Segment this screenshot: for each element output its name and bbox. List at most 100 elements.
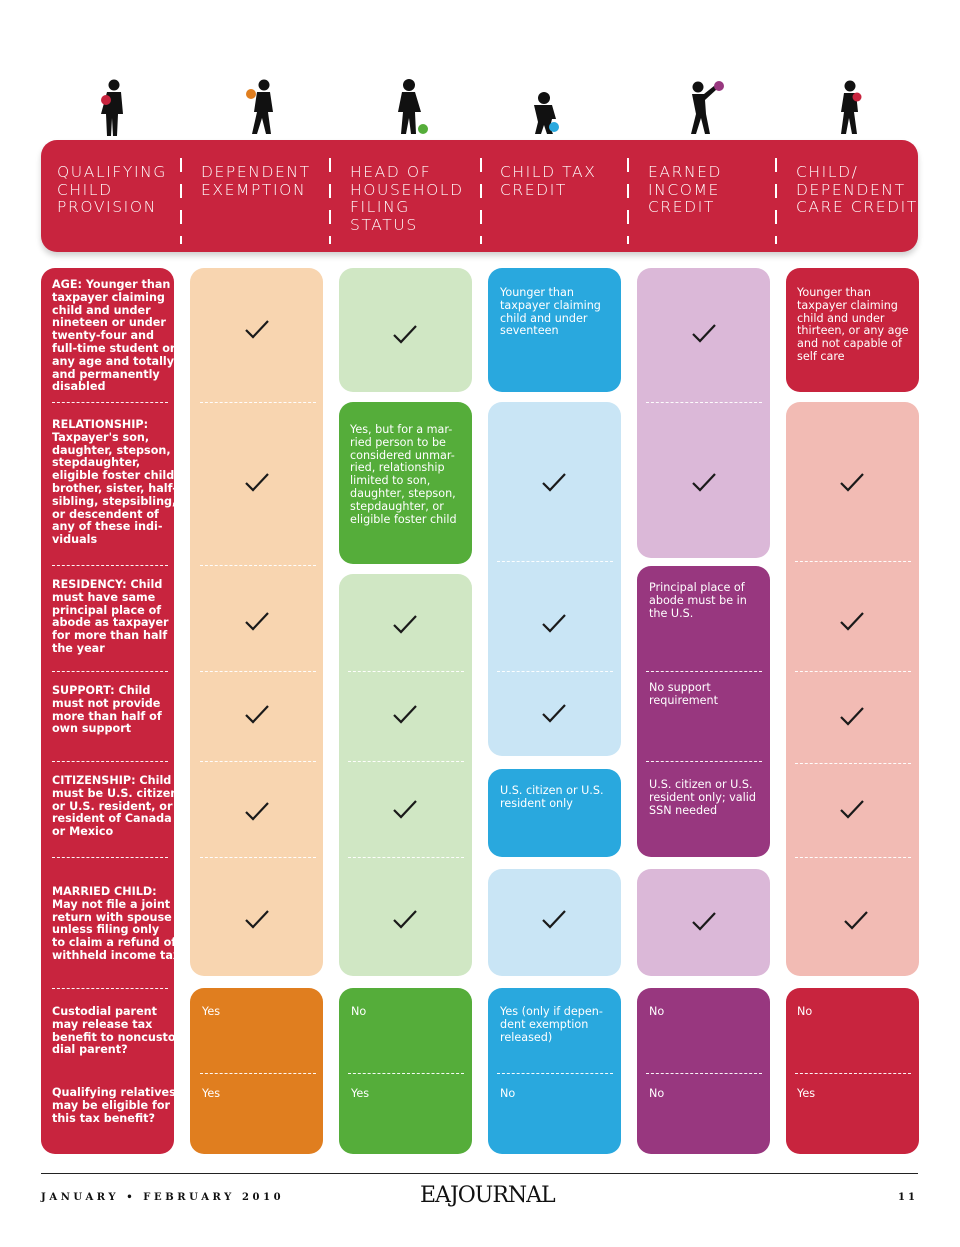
hoh-relationship-cell <box>339 402 472 564</box>
column-header-child-tax-credit: CHILD TAX CREDIT <box>500 163 597 199</box>
row-divider <box>646 761 762 762</box>
dcc-relatives: Yes <box>797 1087 816 1100</box>
check-icon <box>393 800 417 819</box>
issue-date: JANUARY • FEBRUARY 2010 <box>41 1192 285 1203</box>
provision-qualifying-relatives: Qualifying relatives may be eligible for… <box>52 1086 176 1125</box>
check-icon <box>692 324 716 343</box>
eic-answers <box>637 988 770 1154</box>
ctc-checks <box>488 402 621 756</box>
provision-relationship: RELATIONSHIP: Taxpayer's son, daughter, … <box>52 418 179 547</box>
check-icon <box>542 704 566 723</box>
provision-column <box>41 268 174 1154</box>
row-divider <box>200 671 316 672</box>
eic-support-text: No support requirement <box>649 681 719 707</box>
row-divider <box>52 857 168 858</box>
column-header-bar: QUALIFYING CHILD PROVISION DEPENDENT EXE… <box>41 140 918 252</box>
row-divider <box>795 561 911 562</box>
child-silhouette-icon <box>841 80 862 134</box>
eic-checks <box>637 268 770 558</box>
check-icon <box>245 612 269 631</box>
check-icon <box>840 473 864 492</box>
check-icon <box>393 615 417 634</box>
row-divider <box>200 402 316 403</box>
check-icon <box>393 705 417 724</box>
column-header-head-of-household: HEAD OF HOUSEHOLD FILING STATUS <box>350 163 464 234</box>
dcc-age-text: Younger than taxpayer claiming child and… <box>797 286 909 363</box>
header-separator <box>329 158 331 244</box>
dcc-answers <box>786 988 919 1154</box>
ctc-citizenship-text: U.S. citizen or U.S. resident only <box>500 784 604 810</box>
provision-married-child: MARRIED CHILD: May not file a joint retu… <box>52 885 181 962</box>
row-divider <box>646 671 762 672</box>
row-divider <box>795 671 911 672</box>
provision-citizenship: CITIZENSHIP: Child must be U.S. citizen … <box>52 774 179 839</box>
dcc-custodial: No <box>797 1005 813 1018</box>
column-header-earned-income-credit: EARNED INCOME CREDIT <box>648 163 723 216</box>
dcc-checks <box>786 402 919 976</box>
row-divider <box>52 671 168 672</box>
dependent-exemption-relatives: Yes <box>202 1087 221 1100</box>
journal-logo: EAJOURNAL <box>420 1183 556 1208</box>
dependent-exemption-checks <box>190 268 323 976</box>
column-header-provision: QUALIFYING CHILD PROVISION <box>57 163 167 216</box>
check-icon <box>840 707 864 726</box>
dependent-exemption-answers <box>190 988 323 1154</box>
column-header-dependent-care-credit: CHILD/ DEPENDENT CARE CREDIT <box>796 163 918 216</box>
column-header-dependent-exemption: DEPENDENT EXEMPTION <box>201 163 311 199</box>
row-divider <box>348 761 464 762</box>
check-icon <box>245 910 269 929</box>
eic-married-cell <box>637 869 770 976</box>
check-icon <box>245 320 269 339</box>
ctc-age-cell <box>488 268 621 392</box>
row-divider <box>497 561 613 562</box>
row-divider <box>52 565 168 566</box>
child-silhouette-icon <box>101 79 123 136</box>
row-divider <box>646 402 762 403</box>
row-divider <box>795 1073 911 1074</box>
hoh-checks <box>339 574 472 976</box>
check-icon <box>245 473 269 492</box>
check-icon <box>245 802 269 821</box>
check-icon <box>844 911 868 930</box>
hoh-custodial: No <box>351 1005 367 1018</box>
row-divider <box>200 761 316 762</box>
row-divider <box>52 761 168 762</box>
check-icon <box>393 910 417 929</box>
eic-custodial: No <box>649 1005 665 1018</box>
ctc-citizenship-cell <box>488 769 621 857</box>
child-silhouette-icon <box>398 79 428 134</box>
check-icon <box>692 473 716 492</box>
child-silhouette-icon <box>691 81 724 134</box>
row-divider <box>200 1073 316 1074</box>
hoh-relationship-text: Yes, but for a mar- ried person to be co… <box>350 423 457 526</box>
row-divider <box>646 1073 762 1074</box>
dcc-age-cell <box>786 268 919 392</box>
row-divider <box>497 1073 613 1074</box>
hoh-age-cell <box>339 268 472 392</box>
check-icon <box>840 800 864 819</box>
ctc-age-text: Younger than taxpayer claiming child and… <box>500 286 601 338</box>
ctc-relatives: No <box>500 1087 516 1100</box>
ctc-answers <box>488 988 621 1154</box>
row-divider <box>348 1073 464 1074</box>
header-separator <box>775 158 777 244</box>
row-divider <box>795 857 911 858</box>
check-icon <box>542 614 566 633</box>
row-divider <box>200 565 316 566</box>
check-icon <box>542 473 566 492</box>
check-icon <box>245 705 269 724</box>
child-silhouette-icon <box>246 79 273 134</box>
provision-residency: RESIDENCY: Child must have same principa… <box>52 578 169 655</box>
row-divider <box>348 671 464 672</box>
row-divider <box>200 857 316 858</box>
page-number: 11 <box>898 1192 918 1203</box>
child-silhouette-icon <box>534 92 559 134</box>
eic-residency-text: Principal place of abode must be in the … <box>649 581 747 620</box>
eic-requirements <box>637 566 770 857</box>
footer-rule <box>41 1173 918 1174</box>
row-divider <box>795 763 911 764</box>
row-divider <box>52 402 168 403</box>
check-icon <box>393 325 417 344</box>
provision-support: SUPPORT: Child must not provide more tha… <box>52 684 162 736</box>
eic-citizenship-text: U.S. citizen or U.S. resident only; vali… <box>649 778 756 817</box>
